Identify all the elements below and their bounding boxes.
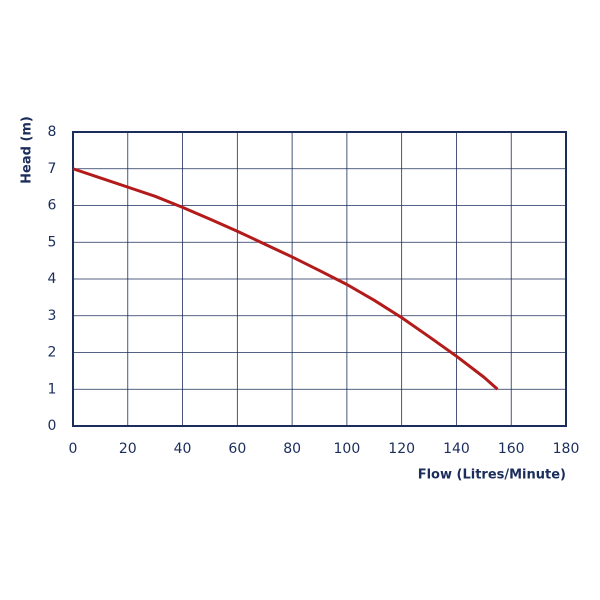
x-tick-label: 160 [498, 441, 525, 457]
y-axis-title: Head (m) [20, 116, 35, 184]
x-tick-label: 20 [119, 441, 137, 457]
x-tick-label: 100 [334, 441, 361, 457]
x-tick-label: 0 [69, 441, 78, 457]
y-tick-label: 1 [48, 381, 57, 397]
y-tick-label: 8 [48, 124, 57, 140]
y-tick-label: 0 [48, 418, 57, 434]
y-tick-label: 6 [48, 198, 57, 214]
y-tick-label: 7 [48, 161, 57, 177]
x-tick-label: 60 [228, 441, 246, 457]
plot-frame [72, 131, 567, 427]
data-line [72, 167, 499, 391]
y-tick-label: 3 [48, 308, 57, 324]
y-tick-label: 5 [48, 234, 57, 250]
y-tick-label: 2 [48, 345, 57, 361]
y-tick-label: 4 [48, 271, 57, 287]
x-tick-label: 120 [388, 441, 415, 457]
x-tick-label: 140 [443, 441, 470, 457]
x-tick-label: 80 [283, 441, 301, 457]
x-axis-title: Flow (Litres/Minute) [418, 468, 566, 483]
x-tick-label: 180 [553, 441, 580, 457]
x-tick-label: 40 [174, 441, 192, 457]
